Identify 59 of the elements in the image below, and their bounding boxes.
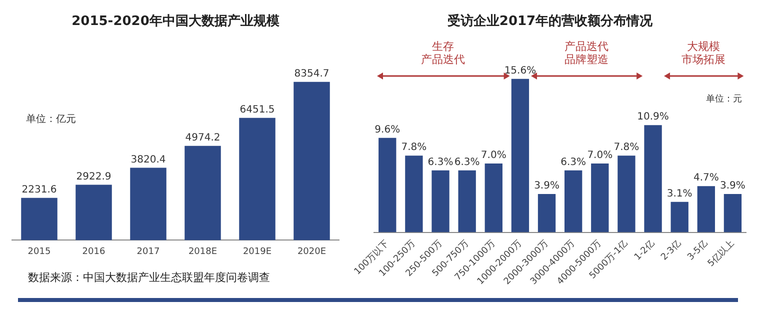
- data-label: 3.1%: [666, 188, 692, 200]
- data-label: 3.9%: [720, 180, 746, 192]
- x-tick-label: 2-3亿: [658, 238, 684, 263]
- bar: [564, 170, 582, 232]
- data-label: 2231.6: [22, 184, 57, 196]
- bar: [432, 170, 450, 232]
- data-label: 8354.7: [294, 68, 330, 80]
- text: 市场拓展: [681, 52, 726, 66]
- data-label: 2922.9: [76, 171, 112, 182]
- bar: [378, 138, 396, 232]
- data-label: 6.3%: [428, 156, 454, 168]
- x-tick-label: 1-2亿: [632, 238, 657, 263]
- annotation: 单位：亿元: [26, 113, 76, 126]
- data-label: 6.3%: [560, 156, 586, 168]
- text: 品牌塑造: [564, 52, 609, 66]
- x-tick-label: 2019E: [242, 246, 272, 257]
- data-label: 9.6%: [374, 124, 400, 136]
- bar: [724, 194, 742, 232]
- text: 生存: [432, 40, 454, 53]
- chart-title: 2015-2020年中国大数据产业规模: [72, 13, 280, 30]
- data-label: 10.9%: [637, 112, 669, 123]
- bar: [697, 186, 715, 232]
- bar: [21, 198, 58, 240]
- data-label: 6451.5: [240, 104, 275, 116]
- data-label: 7.0%: [480, 150, 506, 162]
- x-tick-label: 2017: [136, 246, 160, 257]
- x-tick-label: 2018E: [188, 246, 218, 257]
- bar: [591, 163, 609, 232]
- x-tick-label: 2015: [28, 246, 51, 257]
- annotation: 单位：元: [706, 93, 742, 104]
- data-label: 3.9%: [534, 180, 560, 192]
- bar: [405, 156, 423, 232]
- data-label: 7.8%: [401, 142, 427, 154]
- bar: [538, 194, 556, 232]
- bar: [294, 82, 330, 240]
- bar: [184, 146, 221, 240]
- x-tick-label: 2020E: [297, 246, 326, 257]
- bar: [618, 156, 636, 232]
- chart-title: 受访企业2017年的营收额分布情况: [446, 13, 654, 30]
- x-tick-label: 2016: [82, 246, 106, 257]
- bar: [644, 125, 662, 232]
- data-label: 4974.2: [185, 132, 220, 144]
- text: 产品迭代: [421, 52, 466, 66]
- text: 大规模: [686, 40, 720, 53]
- bar: [76, 184, 112, 240]
- data-label: 6.3%: [454, 156, 480, 168]
- text: 产品迭代: [564, 40, 609, 53]
- data-label: 4.7%: [693, 172, 719, 184]
- data-label: 7.8%: [614, 142, 640, 154]
- data-label: 15.6%: [504, 65, 536, 76]
- data-label: 3820.4: [130, 154, 166, 166]
- bar: [511, 78, 530, 232]
- bar: [130, 168, 166, 240]
- data-label: 7.0%: [587, 150, 613, 162]
- bar: [670, 202, 688, 232]
- bar: [458, 170, 476, 232]
- source-note: 数据来源：中国大数据产业生态联盟年度问卷调查: [28, 270, 270, 285]
- bar: [484, 163, 502, 232]
- bar: [239, 118, 276, 240]
